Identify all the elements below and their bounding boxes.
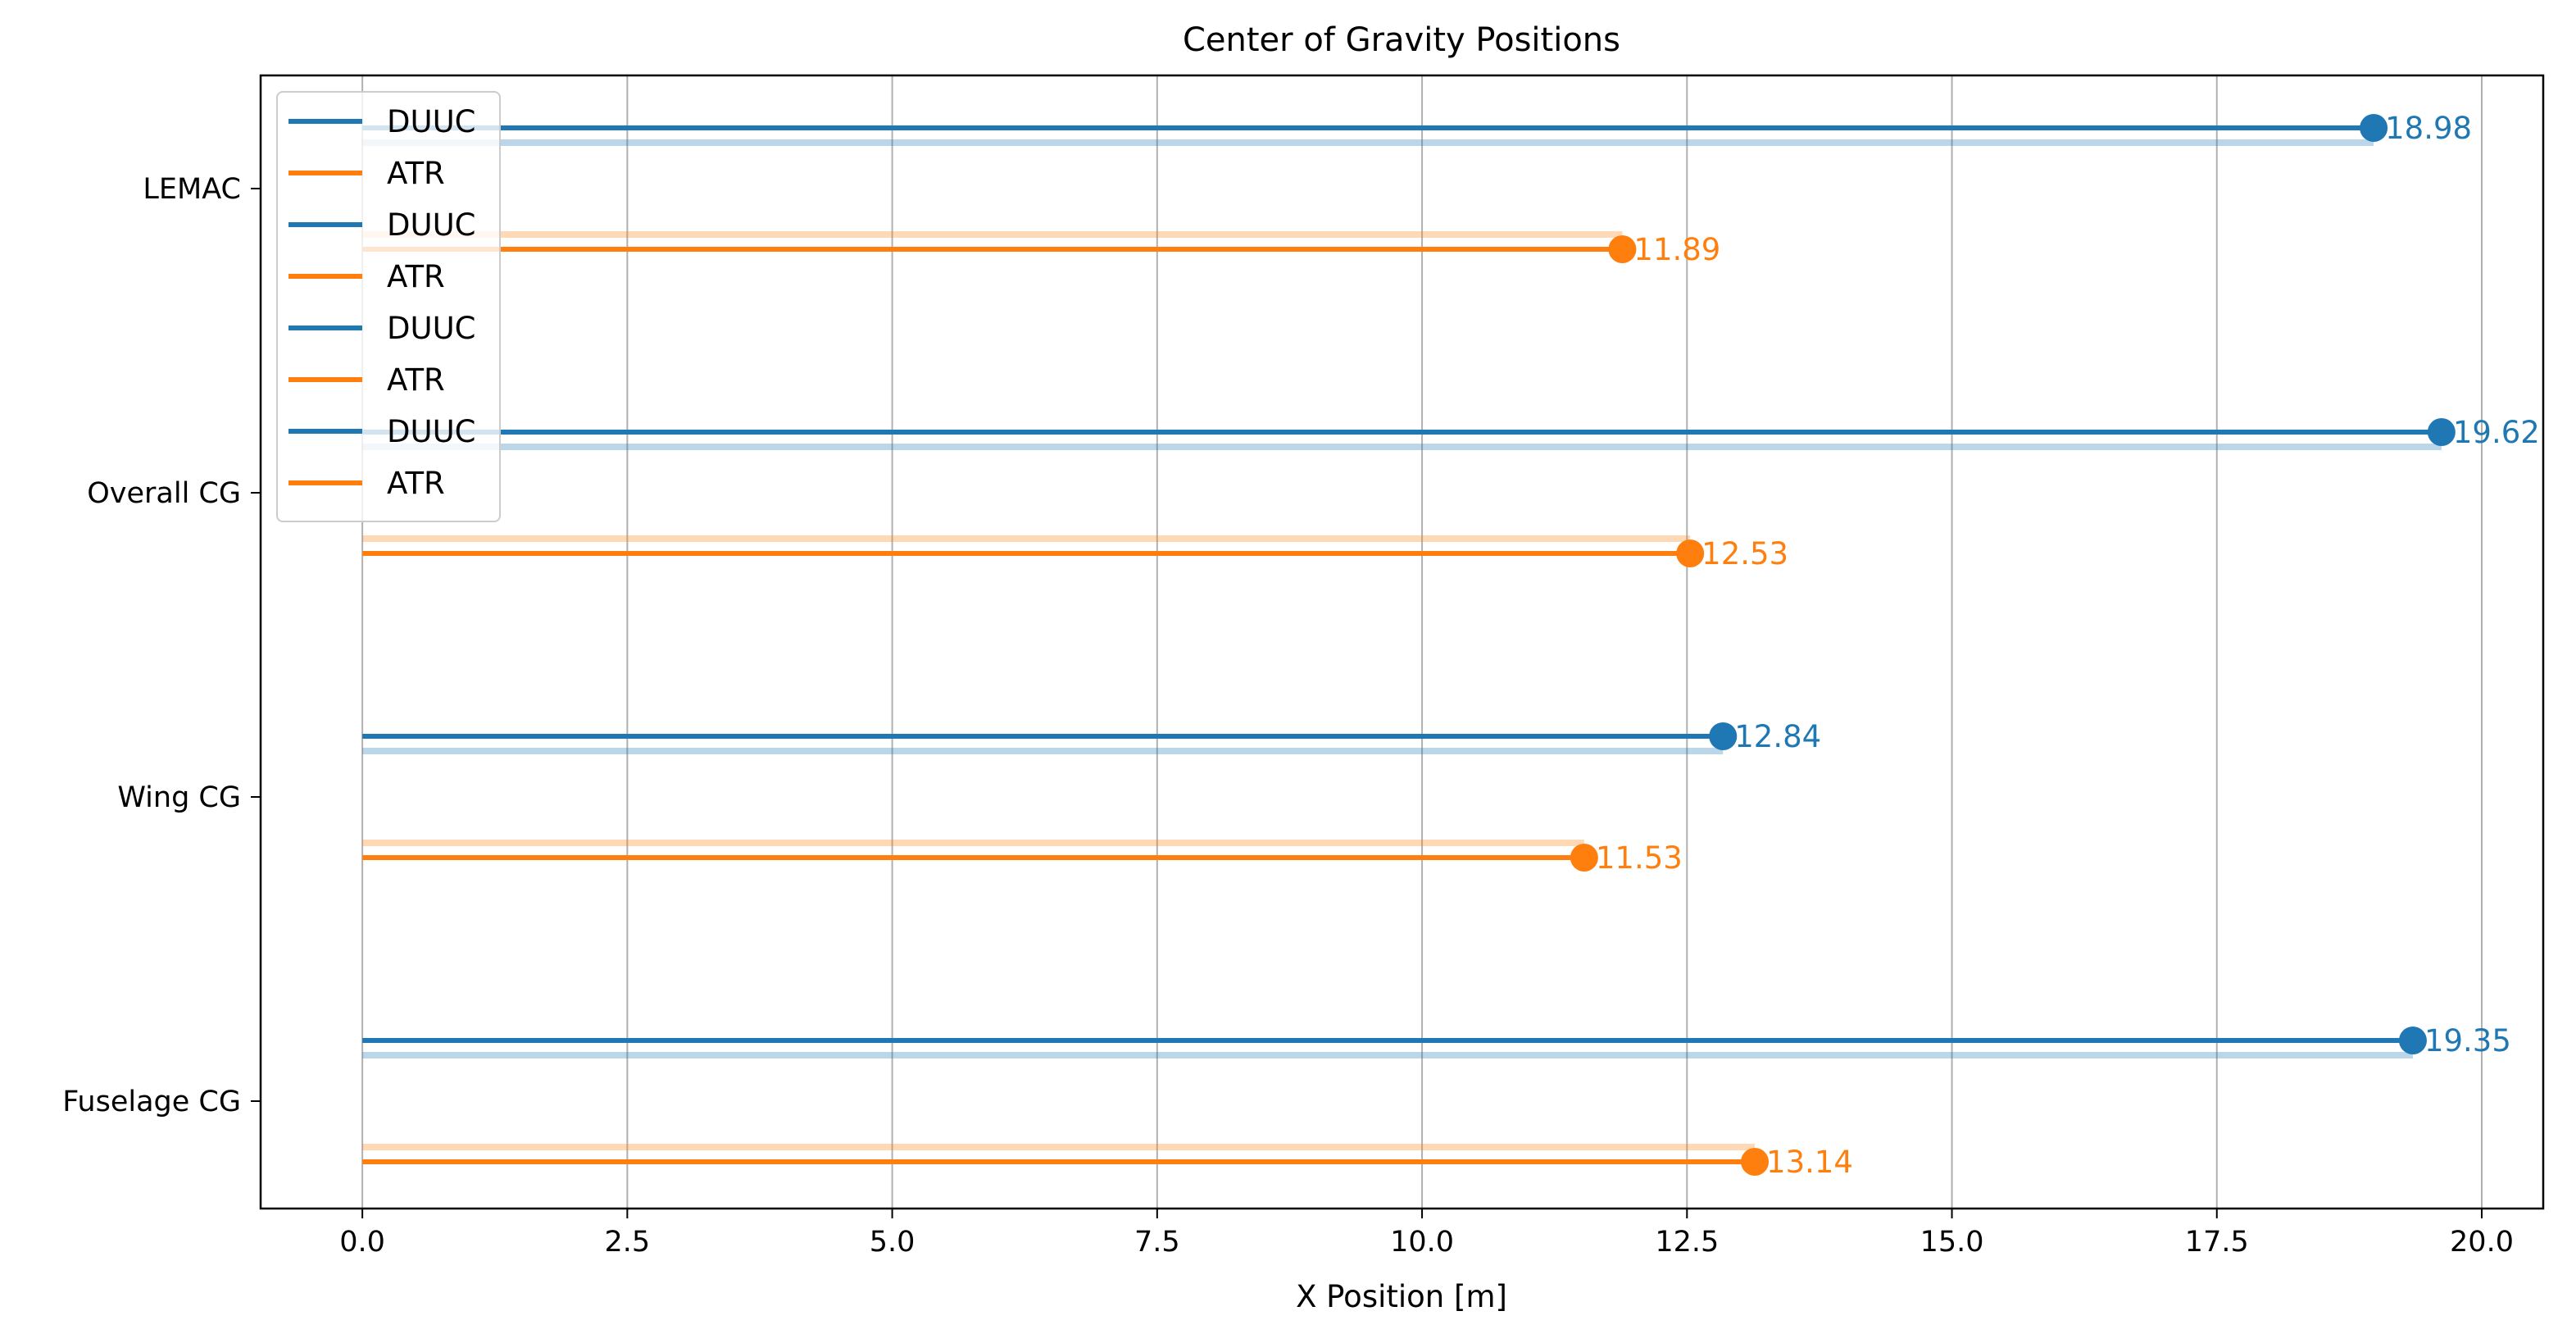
data-point (1608, 235, 1636, 263)
data-point (2360, 114, 2387, 142)
legend: DUUC ATR DUUC ATR DUUC ATR DUUC ATR (277, 92, 500, 521)
data-point (2399, 1027, 2427, 1054)
legend-label: ATR (387, 362, 445, 398)
x-tick-label: 2.5 (605, 1226, 651, 1259)
data-point (1676, 539, 1704, 567)
y-tick-label: Overall CG (87, 477, 241, 510)
x-tick-label: 10.0 (1390, 1226, 1454, 1259)
legend-label: ATR (387, 466, 445, 501)
y-tick-label: Fuselage CG (62, 1086, 241, 1118)
x-tick-label: 20.0 (2450, 1226, 2514, 1259)
x-tick-label: 0.0 (339, 1226, 385, 1259)
y-tick-label: LEMAC (143, 173, 241, 206)
x-tick-label: 12.5 (1655, 1226, 1719, 1259)
x-tick-label: 5.0 (870, 1226, 915, 1259)
data-label: 12.53 (1701, 536, 1788, 571)
data-point (1741, 1148, 1769, 1176)
x-tick-label: 7.5 (1134, 1226, 1180, 1259)
x-tick-label: 17.5 (2185, 1226, 2249, 1259)
data-label: 18.98 (2385, 111, 2472, 146)
data-label: 19.62 (2453, 415, 2540, 450)
legend-label: DUUC (387, 311, 476, 346)
legend-label: DUUC (387, 207, 476, 243)
chart-title: Center of Gravity Positions (1183, 21, 1620, 59)
y-tick-label: Wing CG (117, 781, 241, 814)
x-tick-label: 15.0 (1920, 1226, 1984, 1259)
data-point (1709, 722, 1737, 750)
legend-label: ATR (387, 259, 445, 294)
data-label: 11.53 (1596, 840, 1683, 876)
data-label: 13.14 (1766, 1145, 1853, 1180)
data-point (2428, 418, 2456, 446)
x-axis-label: X Position [m] (1296, 1279, 1507, 1314)
data-label: 19.35 (2424, 1023, 2511, 1058)
data-label: 12.84 (1734, 719, 1821, 754)
legend-label: DUUC (387, 414, 476, 449)
legend-label: DUUC (387, 104, 476, 139)
data-label: 11.89 (1633, 232, 1720, 267)
legend-label: ATR (387, 156, 445, 191)
data-point (1570, 844, 1598, 872)
